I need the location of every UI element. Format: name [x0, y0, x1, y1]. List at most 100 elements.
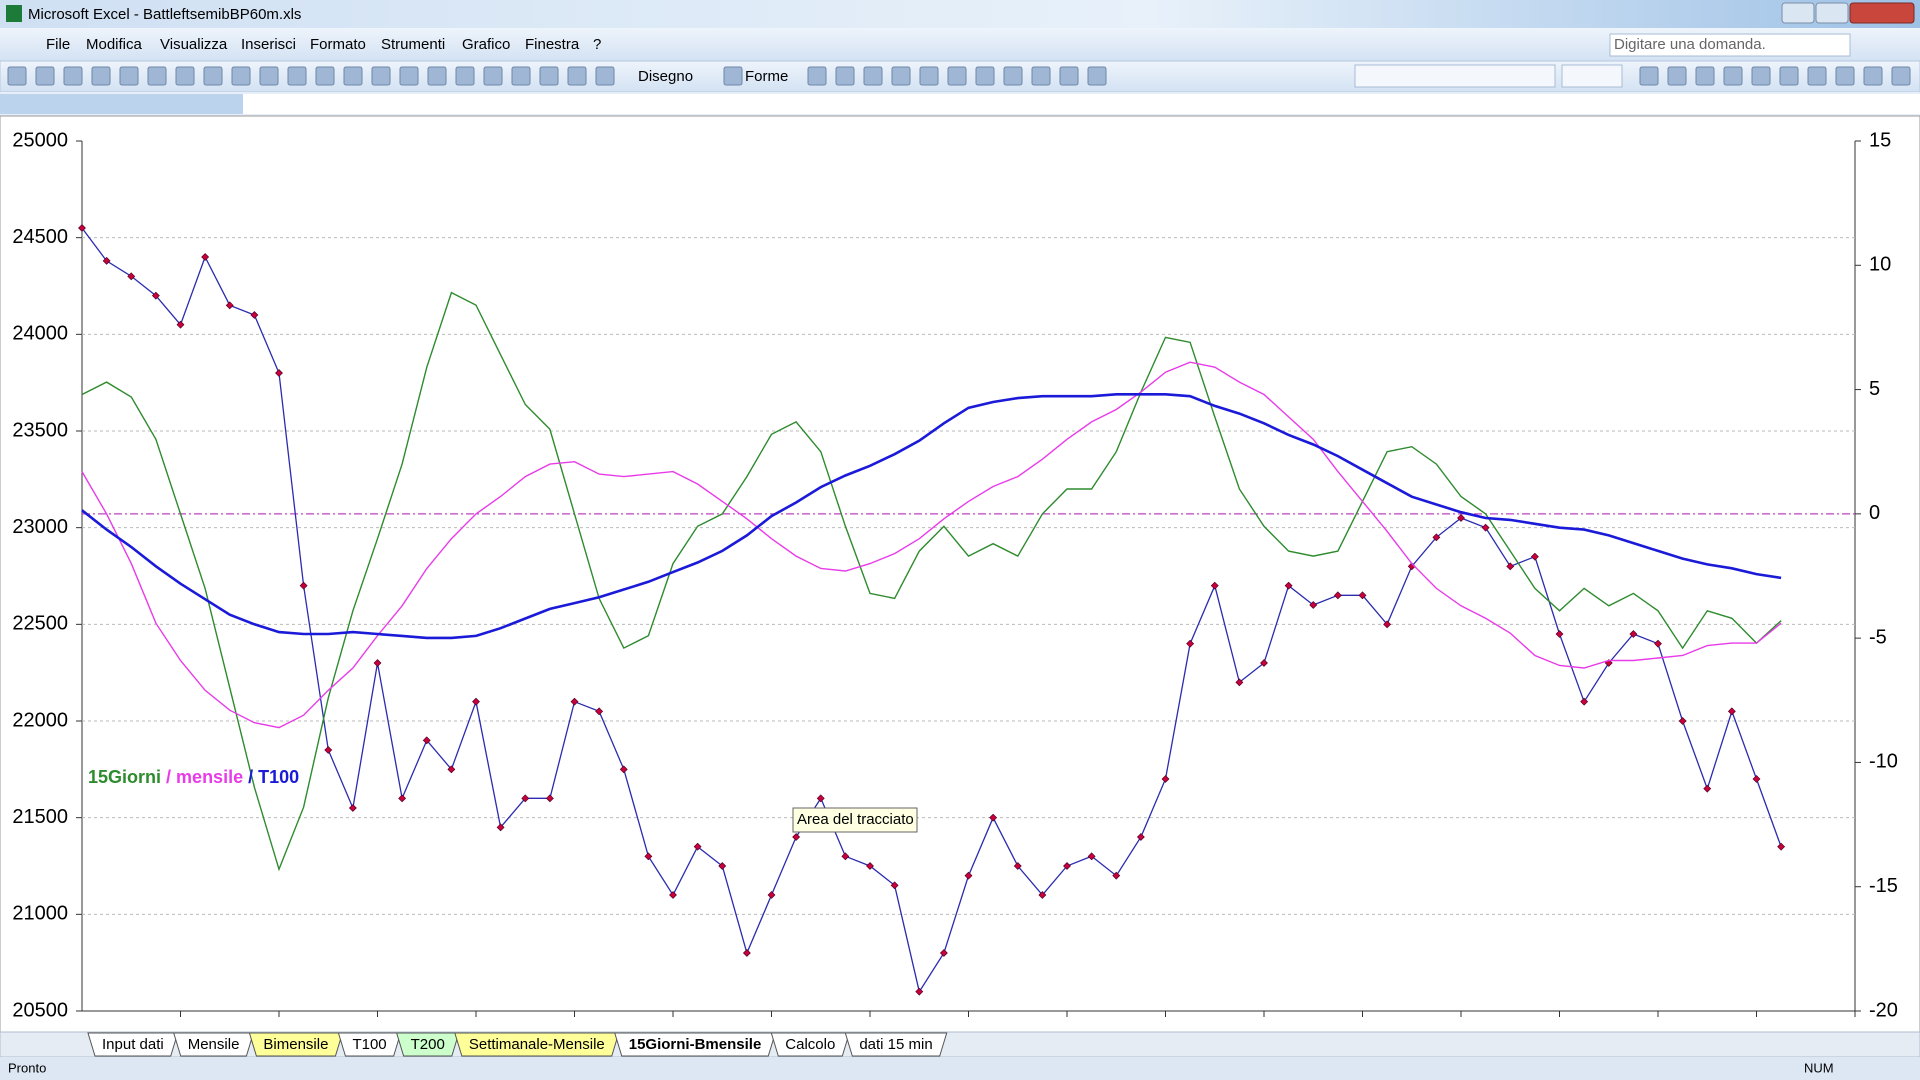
y-tick-label: 20500	[12, 999, 68, 1021]
tab-scroll-button[interactable]	[24, 1037, 40, 1052]
data-point	[915, 987, 924, 996]
toolbar-icon[interactable]	[147, 66, 167, 86]
sheet-tab[interactable]	[395, 1032, 460, 1057]
toolbar-icon[interactable]	[539, 66, 559, 86]
sheet-tab-label[interactable]: Calcolo	[785, 1036, 835, 1053]
sheet-tab-label[interactable]: dati 15 min	[859, 1036, 932, 1053]
toolbar-icon[interactable]	[723, 66, 743, 86]
maximize-button[interactable]	[1815, 2, 1849, 24]
sheet-tab-label[interactable]: 15Giorni-Bmensile	[629, 1036, 762, 1053]
name-box[interactable]	[0, 94, 243, 114]
sheet-tab[interactable]	[770, 1032, 851, 1057]
toolbar-icon[interactable]	[1863, 66, 1883, 86]
toolbar-icon[interactable]	[891, 66, 911, 86]
toolbar-icon[interactable]	[1087, 66, 1107, 86]
menu-item[interactable]: Grafico	[462, 36, 510, 53]
toolbar-icon[interactable]	[483, 66, 503, 86]
toolbar-icon[interactable]	[595, 66, 615, 86]
sheet-tab-label[interactable]: Bimensile	[263, 1036, 328, 1053]
toolbar-icon[interactable]	[1779, 66, 1799, 86]
toolbar-icon[interactable]	[947, 66, 967, 86]
sheet-tab[interactable]	[614, 1032, 776, 1057]
data-point	[1383, 620, 1392, 629]
toolbar-icon[interactable]	[7, 66, 27, 86]
toolbar-icon[interactable]	[119, 66, 139, 86]
toolbar-icon[interactable]	[1751, 66, 1771, 86]
toolbar-icon[interactable]	[975, 66, 995, 86]
formula-input[interactable]	[243, 94, 1920, 114]
toolbar-icon[interactable]	[427, 66, 447, 86]
toolbar-icon[interactable]	[63, 66, 83, 86]
sheet-tab[interactable]	[844, 1032, 948, 1057]
toolbar-icon[interactable]	[455, 66, 475, 86]
data-point	[841, 852, 850, 861]
toolbar-icon[interactable]	[1835, 66, 1855, 86]
menu-item[interactable]: Strumenti	[381, 36, 445, 53]
toolbar-icon[interactable]	[1003, 66, 1023, 86]
data-point	[890, 881, 899, 890]
tab-scroll-button[interactable]	[64, 1037, 80, 1052]
toolbar-icon[interactable]	[567, 66, 587, 86]
toolbar-icon[interactable]	[287, 66, 307, 86]
toolbar-icon[interactable]	[91, 66, 111, 86]
toolbar-icon[interactable]	[231, 66, 251, 86]
toolbar-icon[interactable]	[1807, 66, 1827, 86]
y2-tick-label: 15	[1869, 129, 1891, 151]
toolbar-icon[interactable]	[807, 66, 827, 86]
sheet-tab[interactable]	[173, 1032, 255, 1057]
font-box[interactable]	[1354, 64, 1556, 88]
toolbar-icon[interactable]	[203, 66, 223, 86]
toolbar-icon[interactable]	[315, 66, 335, 86]
drawing-menu[interactable]: Disegno	[638, 68, 693, 85]
toolbar-icon[interactable]	[919, 66, 939, 86]
minimize-button[interactable]	[1781, 2, 1815, 24]
toolbar-icon[interactable]	[1723, 66, 1743, 86]
series-line	[81, 361, 1782, 729]
toolbar-icon[interactable]	[35, 66, 55, 86]
sheet-tab[interactable]	[337, 1032, 402, 1057]
toolbar-icon[interactable]	[259, 66, 279, 86]
sheet-tab[interactable]	[454, 1032, 620, 1057]
sheet-tab-label[interactable]: Mensile	[188, 1036, 240, 1053]
data-point	[1210, 581, 1219, 590]
plot-area: 20500 21000 21500 22000 22500 23000 23500 24000…	[12, 129, 1898, 1021]
toolbar-icon[interactable]	[511, 66, 531, 86]
toolbar-icon[interactable]	[1891, 66, 1911, 86]
sheet-tab-label[interactable]: T200	[411, 1036, 445, 1053]
menu-item[interactable]: File	[46, 36, 70, 53]
toolbar-icon[interactable]	[399, 66, 419, 86]
toolbar-icon[interactable]	[343, 66, 363, 86]
menu-item[interactable]: Formato	[310, 36, 366, 53]
sheet-tab-label[interactable]: Settimanale-Mensile	[469, 1036, 605, 1053]
menu-item[interactable]: Modifica	[86, 36, 143, 53]
shapes-menu[interactable]: Forme	[745, 68, 788, 85]
y2-tick-label: -10	[1869, 751, 1898, 773]
y-tick-label: 21500	[12, 806, 68, 828]
toolbar-icon[interactable]	[1059, 66, 1079, 86]
toolbar-icon[interactable]	[1667, 66, 1687, 86]
sheet-tab-label[interactable]: T100	[352, 1036, 386, 1053]
data-point	[1580, 697, 1589, 706]
close-button[interactable]	[1849, 2, 1915, 24]
toolbar-icon[interactable]	[835, 66, 855, 86]
toolbar-icon[interactable]	[1031, 66, 1051, 86]
menu-item[interactable]: Finestra	[525, 36, 580, 53]
data-point	[151, 291, 160, 300]
menu-item[interactable]: Visualizza	[160, 36, 228, 53]
sheet-tab-label[interactable]: Input dati	[102, 1036, 164, 1053]
sheet-tab[interactable]	[248, 1032, 344, 1057]
tab-scroll-button[interactable]	[44, 1037, 60, 1052]
help-search-box[interactable]	[1609, 33, 1851, 57]
tab-scroll-button[interactable]	[4, 1037, 20, 1052]
toolbar-icon[interactable]	[1695, 66, 1715, 86]
toolbar-icon[interactable]	[371, 66, 391, 86]
menu-item[interactable]: Inserisci	[241, 36, 296, 53]
size-box[interactable]	[1561, 64, 1623, 88]
toolbar-icon[interactable]	[863, 66, 883, 86]
sheet-tab[interactable]	[87, 1032, 179, 1057]
toolbar-icon[interactable]	[175, 66, 195, 86]
menu-item[interactable]: ?	[593, 36, 601, 53]
toolbar-icon[interactable]	[1639, 66, 1659, 86]
